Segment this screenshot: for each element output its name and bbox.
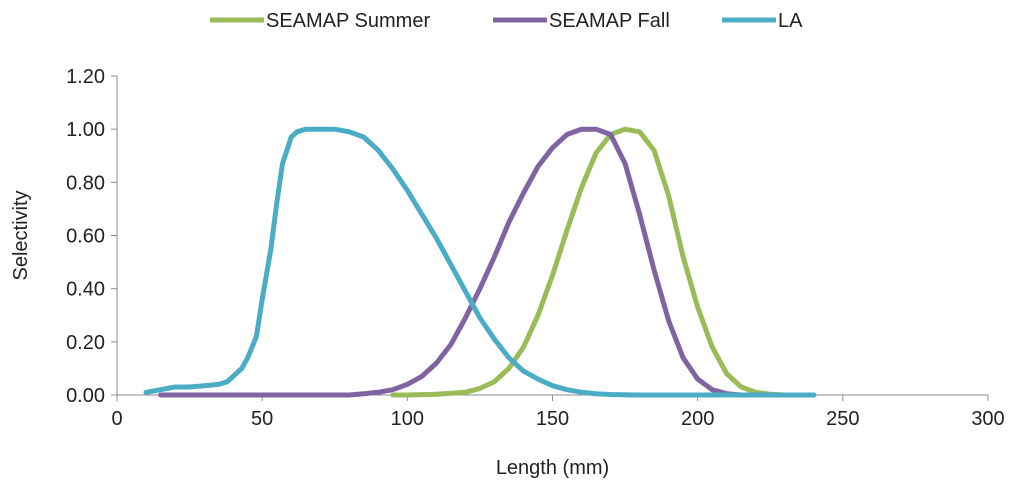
y-tick-label: 0.80 [66,172,105,194]
x-tick-label: 0 [111,408,122,430]
legend-label: LA [778,10,803,32]
legend-item-seamap-summer: SEAMAP Summer [210,10,430,32]
x-tick-label: 300 [971,408,1004,430]
y-axis: 0.00 0.20 0.40 0.60 0.80 1.00 1.20 [66,66,118,407]
series-line-la [143,126,817,398]
y-tick-label: 0.00 [66,385,105,407]
y-tick-label: 0.40 [66,279,105,301]
legend-item-seamap-fall: SEAMAP Fall [493,10,670,32]
x-tick-label: 150 [536,408,569,430]
x-axis: 0 50 100 150 200 250 300 [111,394,1005,430]
legend-label: SEAMAP Fall [549,10,670,32]
legend: SEAMAP Summer SEAMAP Fall LA [210,10,803,32]
x-tick-label: 100 [391,408,424,430]
series-line-seamap-summer [390,126,817,398]
y-tick-label: 0.20 [66,332,105,354]
x-tick-label: 250 [826,408,859,430]
y-axis-title: Selectivity [10,190,32,280]
legend-label: SEAMAP Summer [266,10,430,32]
series-line-seamap-fall [158,126,817,398]
x-axis-title: Length (mm) [496,457,609,479]
legend-item-la: LA [722,10,803,32]
y-tick-label: 0.60 [66,226,105,248]
plot-series [143,126,817,398]
x-tick-label: 200 [681,408,714,430]
y-tick-label: 1.20 [66,66,105,88]
y-tick-label: 1.00 [66,119,105,141]
x-tick-label: 50 [251,408,273,430]
